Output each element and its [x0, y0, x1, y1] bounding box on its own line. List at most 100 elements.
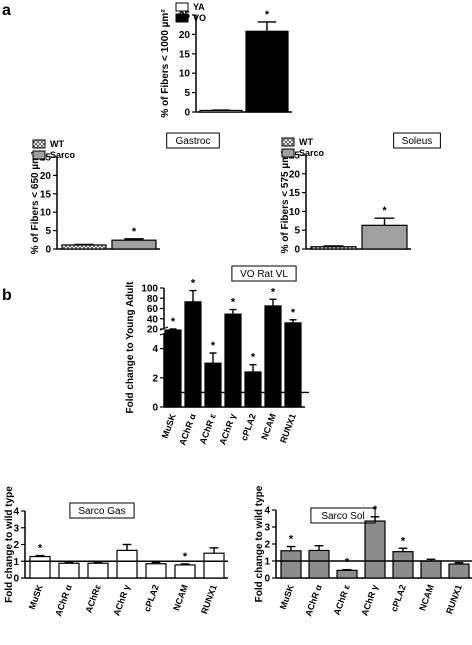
- y-tick-label: 15: [289, 188, 301, 199]
- category-label: AChRε: [83, 583, 103, 615]
- bar: [244, 371, 262, 408]
- legend-label: Sarco: [50, 150, 76, 160]
- category-label: cPLA2: [389, 583, 408, 613]
- significance-marker: *: [251, 352, 256, 364]
- y-tick-label: 4: [264, 506, 270, 517]
- category-label: AChR α: [303, 583, 324, 618]
- category-label: cPLA2: [142, 583, 161, 613]
- y-tick-label: 2: [264, 540, 270, 551]
- y-tick-label: 20: [147, 325, 159, 336]
- y-tick-label: 1: [13, 557, 19, 568]
- chart-title-box: [310, 507, 376, 524]
- bar: [174, 564, 196, 579]
- y-tick-label: 15: [179, 49, 191, 60]
- y-tick-label: 40: [147, 314, 159, 325]
- bar: [203, 552, 225, 579]
- bar: [392, 551, 414, 579]
- significance-marker: *: [291, 307, 296, 319]
- legend-swatch: [32, 150, 46, 160]
- chart-title: VO Rat VL: [240, 269, 288, 280]
- legend-swatch: [175, 13, 189, 23]
- chart-title-box: [393, 132, 441, 149]
- significance-marker: *: [38, 543, 43, 555]
- y-tick-label: 0: [264, 574, 270, 585]
- legend-swatch: [32, 139, 46, 149]
- y-tick-label: 60: [147, 304, 159, 315]
- category-label: NCAM: [171, 583, 190, 612]
- y-tick-label: 10: [179, 69, 191, 80]
- category-label: AChR α: [177, 412, 198, 447]
- y-tick-label: 5: [45, 226, 51, 237]
- bar: [29, 555, 51, 579]
- bar: [364, 520, 386, 579]
- y-tick-label: 4: [13, 507, 19, 518]
- category-label: AChR γ: [217, 412, 238, 446]
- bar: [336, 569, 358, 579]
- y-axis-label: % of Fibers < 1000 µm²: [160, 9, 171, 118]
- y-tick-label: 25: [289, 151, 301, 162]
- significance-marker: *: [171, 316, 176, 328]
- category-label: RUNX1: [278, 412, 298, 444]
- bar: [310, 246, 357, 250]
- bar: [361, 224, 408, 250]
- category-label: AChR γ: [111, 583, 132, 617]
- y-tick-label: 1: [264, 557, 270, 568]
- category-label: MuSK: [160, 412, 178, 440]
- y-tick-label: 0: [45, 245, 51, 256]
- legend-swatch: [281, 137, 295, 147]
- y-tick-label: 5: [184, 88, 190, 99]
- legend-swatch: [281, 148, 295, 158]
- legend-label: VO: [193, 13, 206, 23]
- chart-title: Sarco Gas: [78, 506, 125, 517]
- significance-marker: *: [345, 557, 350, 569]
- bar: [145, 563, 167, 579]
- y-tick-label: 4: [152, 344, 158, 355]
- bar: [308, 549, 330, 579]
- category-label: cPLA2: [239, 412, 258, 442]
- significance-marker: *: [265, 9, 270, 21]
- bar: [111, 239, 157, 250]
- y-tick-label: 3: [13, 523, 19, 534]
- bar: [184, 301, 202, 408]
- y-tick-label: 100: [141, 284, 158, 295]
- chart-title-box: [166, 132, 220, 149]
- legend-label: WT: [50, 139, 64, 149]
- chart-title: Sarco Sol: [321, 511, 364, 522]
- y-tick-label: 20: [179, 30, 191, 41]
- significance-marker: *: [382, 205, 387, 217]
- bar: [280, 550, 302, 579]
- category-label: RUNX1: [444, 583, 464, 615]
- significance-marker: *: [132, 226, 137, 238]
- category-label: AChR α: [53, 583, 74, 618]
- significance-marker: *: [183, 551, 188, 563]
- chart-title-box: [69, 502, 135, 519]
- legend-label: Sarco: [299, 148, 325, 158]
- y-axis-label: Fold change to wild type: [4, 486, 15, 603]
- bar: [245, 30, 289, 113]
- y-axis-label: % of Fibers < 650 µm²: [30, 151, 41, 254]
- y-tick-label: 2: [13, 540, 19, 551]
- bar: [204, 362, 222, 408]
- significance-marker: *: [401, 535, 406, 547]
- significance-marker: *: [271, 286, 276, 298]
- category-label: NCAM: [417, 583, 436, 612]
- chart-title-box: [231, 265, 297, 282]
- y-axis-label: Fold change to Young Adult: [125, 281, 136, 414]
- significance-marker: *: [191, 278, 196, 290]
- chart-title: Gastroc: [175, 136, 210, 147]
- bar: [87, 562, 109, 579]
- y-tick-label: 20: [289, 169, 301, 180]
- y-tick-label: 0: [152, 403, 158, 414]
- category-label: AChR ε: [198, 412, 219, 446]
- category-label: NCAM: [259, 412, 278, 441]
- y-axis-label: Fold change to wild type: [254, 485, 265, 602]
- y-tick-label: 5: [294, 226, 300, 237]
- legend-label: WT: [299, 137, 313, 147]
- bar: [284, 322, 302, 408]
